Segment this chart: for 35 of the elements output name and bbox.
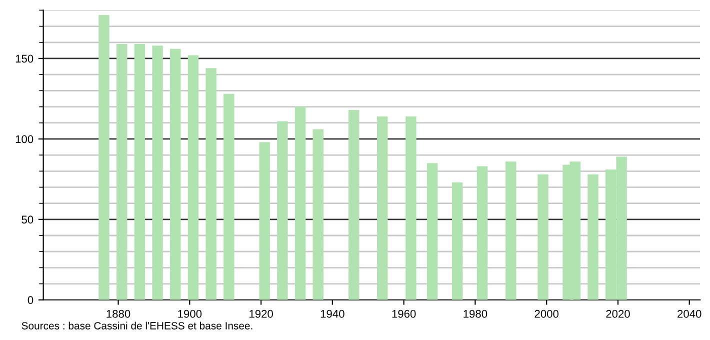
- bar: [476, 166, 488, 300]
- bar: [116, 44, 128, 300]
- bar: [277, 121, 288, 300]
- y-tick-label: 100: [16, 135, 34, 144]
- bar: [152, 46, 163, 300]
- x-tick-label: 1880: [106, 310, 130, 318]
- x-tick-label: 1900: [178, 310, 202, 318]
- x-tick-label: 1940: [320, 310, 344, 318]
- x-tick-label: 2020: [606, 310, 630, 318]
- bar: [294, 106, 306, 300]
- bar: [224, 94, 234, 300]
- bar: [134, 44, 146, 300]
- bar: [170, 48, 181, 300]
- bar: [506, 161, 516, 300]
- x-tick-label: 2040: [678, 310, 702, 318]
- bar: [406, 116, 416, 300]
- bar: [588, 174, 598, 300]
- x-tick-label: 1960: [392, 310, 416, 318]
- bar: [538, 174, 548, 300]
- y-tick-label: 150: [16, 54, 34, 63]
- bar: [427, 163, 438, 300]
- y-tick-label: 0: [28, 296, 34, 304]
- x-tick-label: 2000: [534, 310, 559, 318]
- bar: [312, 129, 324, 300]
- x-tick-label: 1920: [250, 310, 273, 318]
- bar: [259, 142, 270, 300]
- bar: [377, 116, 388, 300]
- bar: [98, 15, 110, 300]
- bar: [452, 182, 463, 300]
- bar: [348, 110, 360, 300]
- y-tick-label: 50: [22, 216, 34, 224]
- bar: [188, 55, 199, 300]
- source-note: Sources : base Cassini de l'EHESS et base Insee.: [22, 322, 252, 330]
- x-tick-label: 1980: [464, 310, 488, 318]
- bar: [206, 68, 216, 300]
